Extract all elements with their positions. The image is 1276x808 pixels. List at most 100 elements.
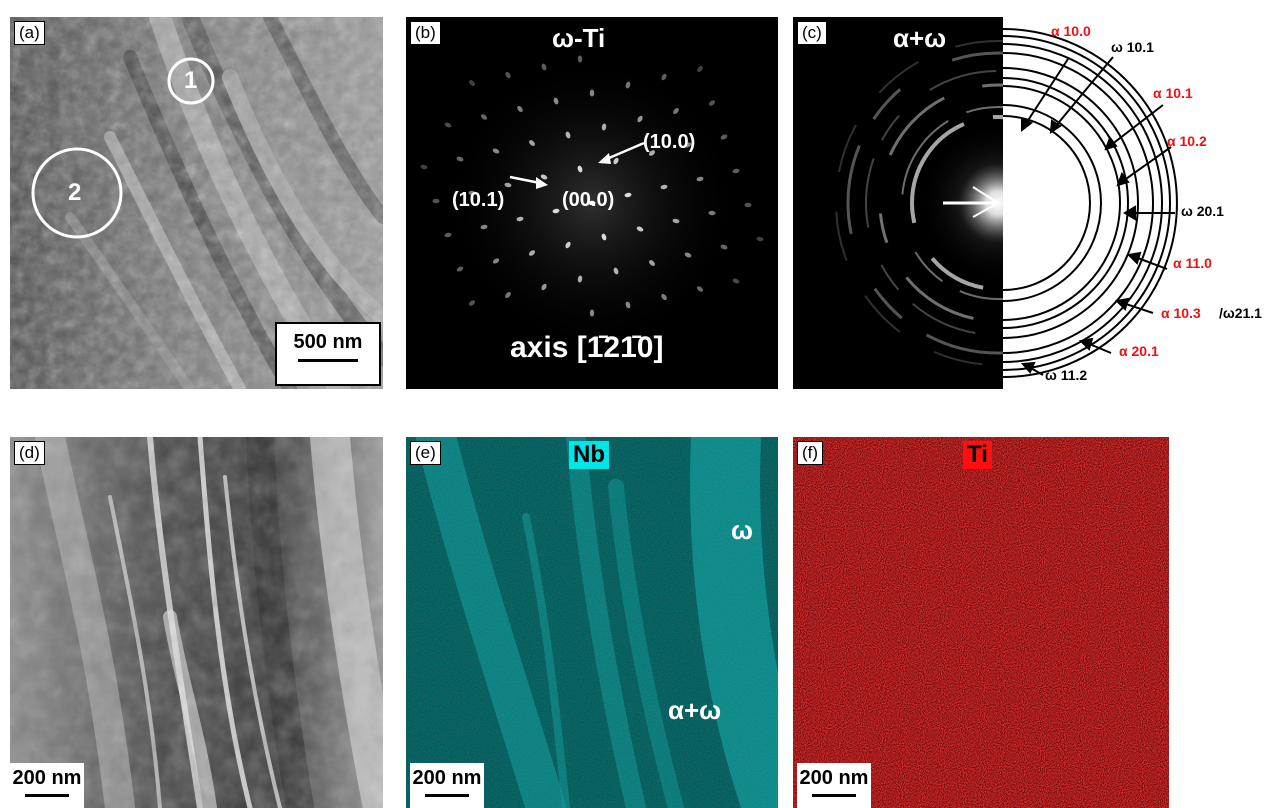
ring-label-alpha-10.1: α 10.1: [1153, 85, 1193, 101]
scale-bar-line: [298, 359, 358, 362]
phase-title: ω-Ti: [552, 23, 606, 53]
ring-label-omega-11.2: ω 11.2: [1045, 367, 1088, 383]
panel-f-label: (f): [797, 441, 824, 465]
diffraction-spot: [565, 241, 571, 249]
diffraction-spot: [673, 108, 679, 114]
element-tag-nb: Nb: [569, 441, 609, 469]
diffraction-spot: [625, 81, 631, 89]
ring-diffraction-pattern: [793, 17, 1178, 389]
diffraction-spot: [708, 100, 716, 106]
region-2-label: 2: [68, 179, 82, 206]
eds-map-nb: [406, 437, 778, 808]
phase-label-alpha-omega: α+ω: [668, 695, 722, 725]
diffraction-spot: [565, 131, 571, 139]
diffraction-spot: [732, 278, 740, 284]
diffraction-spot: [516, 216, 524, 222]
scale-bar-text: 500 nm: [293, 331, 363, 353]
diffraction-spot: [577, 55, 583, 63]
stem-image: [10, 437, 383, 808]
ring-label-alpha-10.0: α 10.0: [1051, 23, 1091, 39]
diffraction-spot: [553, 97, 559, 105]
diffraction-spot: [529, 140, 535, 146]
diffraction-spot: [469, 80, 475, 86]
region-1-label: 1: [184, 67, 198, 94]
diffraction-spot: [684, 252, 692, 258]
panel-f-scale-bar: 200 nm: [797, 763, 871, 808]
panel-c-label: (c): [797, 21, 827, 45]
diffraction-spot: [444, 232, 452, 238]
element-tag-ti: Ti: [963, 441, 992, 469]
diffraction-spot: [492, 148, 500, 154]
diffraction-spot: [480, 224, 488, 230]
diffraction-spot: [684, 142, 692, 148]
diffraction-spot: [468, 300, 476, 306]
diffraction-spot: [660, 184, 668, 190]
diffraction-spot: [577, 275, 583, 283]
region-2-circle: [31, 147, 123, 239]
phase-title: α+ω: [893, 23, 947, 53]
panel-d-dark-field-image: (d) 200 nm: [10, 437, 383, 808]
scale-bar-line: [812, 794, 856, 797]
diffraction-spot: [636, 226, 644, 232]
diffraction-spot: [468, 190, 476, 196]
panel-a-scale-bar: 500 nm: [275, 322, 381, 386]
ring-label-omega-20.1: ω 20.1: [1181, 203, 1224, 219]
diffraction-spot: [613, 157, 619, 165]
panel-e-nb-map: (e) Nb ω α+ω 200 nm: [406, 437, 778, 808]
ring-label-omega-10.1: ω 10.1: [1111, 39, 1154, 55]
indexed-rings: [1002, 28, 1178, 378]
diffraction-spot: [528, 250, 536, 256]
panel-b-diffraction: (b) ω-Ti (10.0) (10.1) (00.0) axis [1̄21…: [406, 17, 778, 389]
diffraction-spot: [756, 236, 764, 242]
scale-bar-line: [25, 794, 69, 797]
diffraction-spot: [505, 292, 511, 298]
diffraction-spot: [577, 165, 583, 173]
diffraction-spot: [625, 301, 631, 309]
diffraction-spot: [552, 208, 560, 214]
panel-b-label: (b): [410, 21, 441, 45]
diffraction-spot: [492, 258, 500, 264]
diffraction-spot: [589, 309, 595, 317]
diffraction-spot: [672, 218, 680, 224]
region-1-circle: [167, 57, 215, 105]
diffraction-spot: [588, 200, 596, 206]
diffraction-spot: [637, 115, 643, 123]
diffraction-spot: [456, 266, 464, 272]
scale-bar-text: 200 nm: [12, 767, 82, 789]
diffraction-spot: [708, 210, 716, 216]
diffraction-spot: [732, 168, 740, 174]
diffraction-spot: [661, 293, 667, 301]
diffraction-spot: [697, 65, 703, 73]
diffraction-spot: [720, 244, 728, 250]
arrow-10.1: [509, 175, 541, 185]
diffraction-spot: [432, 198, 440, 204]
spot-label-10.1: (10.1): [452, 189, 505, 211]
diffraction-spot: [649, 260, 655, 266]
scale-bar-text: 200 nm: [799, 767, 869, 789]
diffraction-spot: [456, 156, 464, 162]
diffraction-spot: [696, 286, 704, 292]
ring-label-alpha-20.1: α 20.1: [1119, 343, 1159, 359]
eds-map-ti: [793, 437, 1169, 808]
diffraction-spot: [720, 134, 728, 140]
diffraction-spot: [624, 192, 632, 198]
diffraction-spot: [480, 114, 488, 120]
diffraction-spot: [613, 267, 619, 275]
panel-f-ti-map: (f) Ti 200 nm: [793, 437, 1169, 808]
scale-bar-text: 200 nm: [412, 767, 482, 789]
diffraction-spot: [541, 63, 547, 71]
diffraction-spot: [601, 233, 607, 241]
ring-label-alpha-11.0: α 11.0: [1173, 255, 1212, 271]
ring-label-alpha-10.2: α 10.2: [1167, 133, 1207, 149]
diffraction-spot: [420, 164, 428, 170]
panel-a-tem-image: (a) 1 2 500 nm: [10, 17, 383, 389]
zone-axis-label: axis [1̄21̄0]: [510, 331, 664, 364]
panel-a-label: (a): [14, 21, 45, 45]
ring-label-alpha-10.3: α 10.3: [1161, 305, 1201, 321]
diffraction-spot: [589, 89, 595, 97]
diffraction-spot: [505, 71, 511, 79]
scale-bar-line: [425, 794, 469, 797]
diffraction-spot: [661, 73, 667, 81]
diffraction-spot: [444, 122, 452, 128]
diffraction-spot: [541, 283, 547, 291]
